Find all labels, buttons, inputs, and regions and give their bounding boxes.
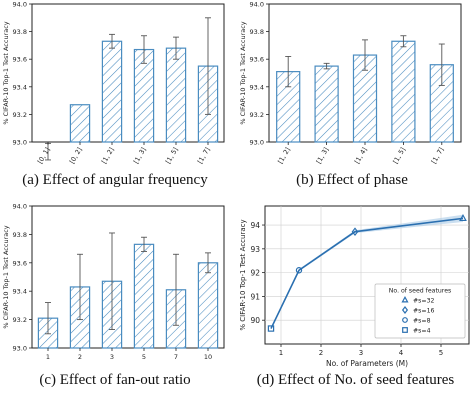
- panel-c: 93.0 93.2 93.4 93.6 93.8 94.0 % CIFAR-10 Top-1…: [0, 200, 230, 372]
- x-tick-label: 1: [46, 353, 50, 361]
- x-tick-label: [0, 1]: [36, 146, 52, 165]
- x-tick-label: 3: [359, 349, 363, 357]
- bar: [165, 47, 187, 143]
- chart-seed-features: 1 2 3 4 5 90 91 92 93 94 No. of Parameters (M) % CI…: [239, 205, 470, 368]
- x-tick-label: 2: [78, 353, 82, 361]
- x-tick-label: [1, 2]: [100, 146, 116, 165]
- y-tick-label: 94: [250, 221, 260, 230]
- y-tick-label: 93.4: [13, 288, 27, 296]
- x-tick-label: [1, 5]: [391, 146, 407, 165]
- y-tick-label: 94.0: [13, 203, 27, 211]
- y-axis-label: % CIFAR-10 Top-1 Test Accuracy: [239, 219, 247, 330]
- y-tick-label: 91: [250, 292, 260, 301]
- y-tick-label: 93.0: [250, 139, 264, 147]
- x-tick-label: [0, 2]: [68, 146, 84, 165]
- y-axis-label: % CIFAR-10 Top-1 Test Accuracy: [239, 21, 247, 124]
- y-tick-label: 93: [250, 245, 260, 254]
- data-point-triangle: [459, 214, 467, 222]
- y-tick-label: 93.2: [13, 111, 27, 119]
- legend-entry: #s=4: [413, 328, 431, 335]
- x-tick-label: [1, 7]: [196, 146, 212, 165]
- bar: [197, 262, 219, 349]
- x-axis-label: No. of Parameters (M): [326, 359, 408, 368]
- chart-fan-out-ratio: 93.0 93.2 93.4 93.6 93.8 94.0 % CIFAR-10 Top-1…: [2, 203, 225, 361]
- bar: [69, 104, 91, 143]
- legend-marker-triangle: [401, 295, 409, 303]
- x-tick-label: 1: [279, 349, 283, 357]
- y-axis-label: % CIFAR-10 Top-1 Test Accuracy: [2, 21, 10, 124]
- plot-frame: [31, 205, 225, 349]
- x-tick-label: [1, 4]: [353, 146, 369, 165]
- y-tick-label: 94.0: [13, 1, 27, 9]
- caption-a: (a) Effect of angular frequency: [22, 172, 208, 188]
- y-tick-label: 93.6: [13, 259, 27, 267]
- legend-box: [374, 283, 466, 339]
- legend-marker-circle: [402, 317, 408, 323]
- x-tick-label: [1, 3]: [315, 146, 331, 165]
- data-point-square: [267, 325, 275, 332]
- x-tick-label: [1, 2]: [276, 146, 292, 165]
- bar: [391, 40, 416, 143]
- y-tick-label: 93.0: [13, 345, 27, 353]
- x-tick-label: 5: [439, 349, 443, 357]
- x-tick-label: [1, 7]: [430, 146, 446, 165]
- series-line: [270, 217, 464, 329]
- chart-angular-frequency: 93.0 93.2 93.4 93.6 93.8 94.0 % CIFAR-10 Top-1…: [2, 1, 225, 165]
- y-tick-label: 93.6: [250, 56, 264, 64]
- y-tick-label: 93.4: [13, 83, 27, 91]
- y-tick-label: 93.4: [250, 83, 264, 91]
- y-tick-label: 92: [250, 269, 260, 278]
- legend-entry: #s=32: [413, 298, 435, 305]
- panel-d: 1 2 3 4 5 90 91 92 93 94 No. of Parameters (M) % CI…: [237, 200, 474, 372]
- y-tick-label: 93.2: [13, 316, 27, 324]
- x-tick-label: 5: [142, 353, 146, 361]
- x-tick-label: [1, 5]: [164, 146, 180, 165]
- panel-a: 93.0 93.2 93.4 93.6 93.8 94.0 % CIFAR-10 Top-1…: [0, 0, 230, 170]
- bar: [133, 243, 155, 349]
- panel-b: 93.0 93.2 93.4 93.6 93.8 94.0 % CIFAR-10 Top-1…: [237, 0, 467, 170]
- x-tick-label: 4: [399, 349, 404, 357]
- data-point-diamond: [351, 227, 359, 237]
- caption-c: (c) Effect of fan-out ratio: [39, 372, 191, 388]
- bar: [314, 65, 339, 143]
- x-tick-label: [1, 3]: [132, 146, 148, 165]
- chart-phase: 93.0 93.2 93.4 93.6 93.8 94.0 % CIFAR-10 Top-1…: [239, 1, 462, 165]
- plot-frame: [31, 3, 225, 143]
- y-tick-label: 93.8: [13, 28, 27, 36]
- x-tick-label: 2: [319, 349, 323, 357]
- y-tick-label: 93.0: [13, 139, 27, 147]
- x-tick-label: 7: [174, 353, 178, 361]
- y-tick-label: 93.8: [250, 28, 264, 36]
- y-tick-label: 93.2: [250, 111, 264, 119]
- caption-b: (b) Effect of phase: [296, 172, 408, 188]
- legend-marker-diamond: [401, 306, 409, 314]
- y-tick-label: 93.8: [13, 231, 27, 239]
- bar: [101, 40, 123, 143]
- legend-marker-square: [402, 327, 408, 333]
- y-axis-label: % CIFAR-10 Top-1 Test Accuracy: [2, 225, 10, 328]
- x-tick-label: 10: [204, 353, 212, 361]
- legend-title: No. of seed features: [389, 288, 451, 295]
- x-tick-label: 3: [110, 353, 114, 361]
- legend-entry: #s=8: [413, 318, 431, 325]
- caption-d: (d) Effect of No. of seed features: [256, 372, 455, 388]
- y-tick-label: 93.6: [13, 56, 27, 64]
- y-tick-label: 94.0: [250, 1, 264, 9]
- legend-entry: #s=16: [413, 308, 435, 315]
- data-point-circle: [295, 267, 303, 274]
- y-tick-label: 90: [250, 316, 260, 325]
